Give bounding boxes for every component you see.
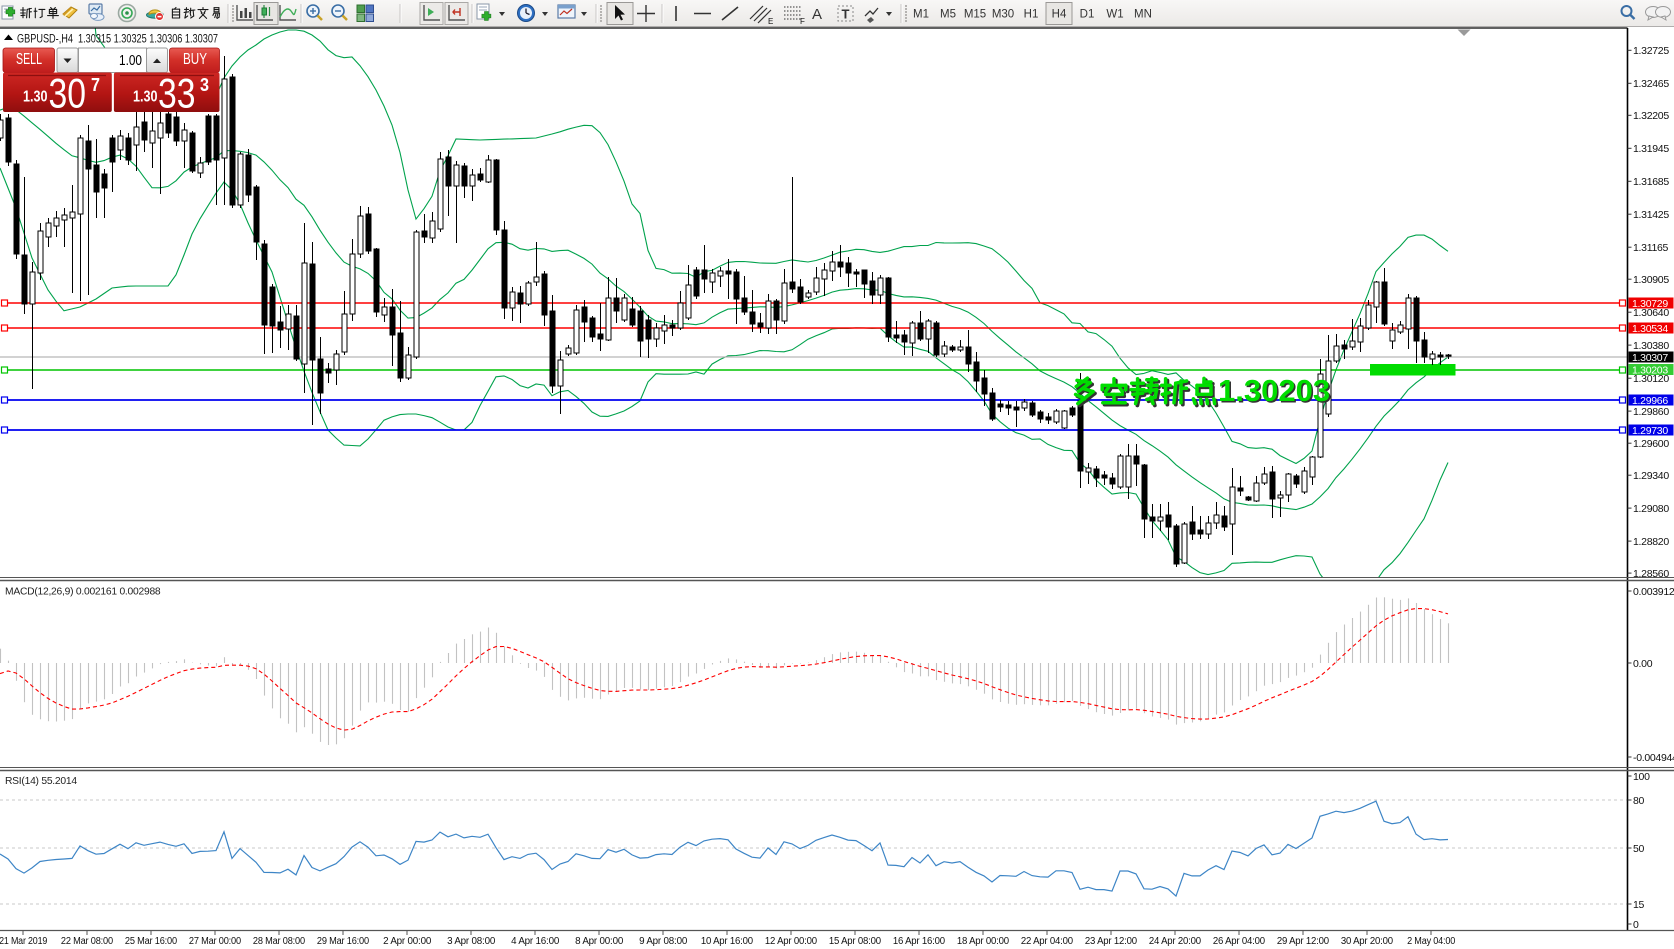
svg-text:1.30203: 1.30203 bbox=[1632, 364, 1668, 376]
svg-text:1.31945: 1.31945 bbox=[1633, 143, 1669, 155]
svg-text:50: 50 bbox=[1633, 843, 1645, 855]
svg-text:12 Apr 00:00: 12 Apr 00:00 bbox=[765, 936, 818, 947]
svg-text:30: 30 bbox=[49, 70, 87, 117]
svg-text:1.32465: 1.32465 bbox=[1633, 78, 1669, 90]
svg-text:M30: M30 bbox=[992, 9, 1014, 21]
svg-text:15: 15 bbox=[1633, 899, 1645, 911]
svg-text:16 Apr 16:00: 16 Apr 16:00 bbox=[893, 936, 946, 947]
svg-text:1.31425: 1.31425 bbox=[1633, 209, 1669, 221]
svg-text:1.31165: 1.31165 bbox=[1633, 242, 1669, 254]
svg-text:M15: M15 bbox=[964, 9, 986, 21]
svg-text:80: 80 bbox=[1633, 795, 1645, 807]
svg-text:3 Apr 08:00: 3 Apr 08:00 bbox=[447, 936, 496, 947]
svg-text:1.30: 1.30 bbox=[133, 89, 158, 106]
svg-text:3: 3 bbox=[200, 75, 209, 95]
svg-text:7: 7 bbox=[91, 75, 100, 95]
svg-text:MN: MN bbox=[1134, 9, 1152, 21]
svg-text:1.00: 1.00 bbox=[119, 53, 142, 69]
svg-text:MACD(12,26,9) 0.002161 0.00298: MACD(12,26,9) 0.002161 0.002988 bbox=[5, 587, 161, 598]
svg-text:15 Apr 08:00: 15 Apr 08:00 bbox=[829, 936, 882, 947]
svg-text:23 Apr 12:00: 23 Apr 12:00 bbox=[1085, 936, 1138, 947]
svg-text:1.28560: 1.28560 bbox=[1633, 568, 1669, 580]
svg-text:E: E bbox=[768, 17, 773, 26]
svg-text:26 Apr 04:00: 26 Apr 04:00 bbox=[1213, 936, 1266, 947]
svg-text:1.32725: 1.32725 bbox=[1633, 45, 1669, 57]
svg-text:22 Mar 08:00: 22 Mar 08:00 bbox=[61, 936, 114, 947]
svg-text:25 Mar 16:00: 25 Mar 16:00 bbox=[125, 936, 178, 947]
svg-text:SELL: SELL bbox=[16, 51, 42, 68]
svg-text:4 Apr 16:00: 4 Apr 16:00 bbox=[511, 936, 560, 947]
svg-text:RSI(14) 55.2014: RSI(14) 55.2014 bbox=[5, 776, 77, 787]
svg-text:1.29966: 1.29966 bbox=[1632, 395, 1668, 407]
svg-text:21 Mar 2019: 21 Mar 2019 bbox=[0, 936, 47, 947]
svg-text:0.00: 0.00 bbox=[1633, 658, 1653, 670]
svg-text:1.28820: 1.28820 bbox=[1633, 536, 1669, 548]
svg-text:T: T bbox=[842, 7, 850, 22]
svg-text:24 Apr 20:00: 24 Apr 20:00 bbox=[1149, 936, 1202, 947]
svg-text:100: 100 bbox=[1633, 771, 1650, 783]
svg-text:1.29080: 1.29080 bbox=[1633, 503, 1669, 515]
svg-text:29 Apr 12:00: 29 Apr 12:00 bbox=[1277, 936, 1330, 947]
svg-text:8 Apr 00:00: 8 Apr 00:00 bbox=[575, 936, 624, 947]
svg-text:28 Mar 08:00: 28 Mar 08:00 bbox=[253, 936, 306, 947]
svg-text:1.32205: 1.32205 bbox=[1633, 110, 1669, 122]
svg-text:0.003912: 0.003912 bbox=[1633, 586, 1674, 598]
svg-text:1.31685: 1.31685 bbox=[1633, 176, 1669, 188]
svg-text:-0.004944: -0.004944 bbox=[1633, 752, 1674, 764]
svg-text:1.30120: 1.30120 bbox=[1633, 373, 1669, 385]
svg-text:30 Apr 20:00: 30 Apr 20:00 bbox=[1341, 936, 1394, 947]
svg-text:1.29340: 1.29340 bbox=[1633, 470, 1669, 482]
svg-text:1.30729: 1.30729 bbox=[1632, 298, 1668, 310]
svg-text:1.30905: 1.30905 bbox=[1633, 274, 1669, 286]
svg-text:D1: D1 bbox=[1080, 9, 1095, 21]
svg-text:M5: M5 bbox=[940, 9, 956, 21]
svg-text:10 Apr 16:00: 10 Apr 16:00 bbox=[701, 936, 754, 947]
svg-text:2 Apr 00:00: 2 Apr 00:00 bbox=[383, 936, 432, 947]
svg-text:9 Apr 08:00: 9 Apr 08:00 bbox=[639, 936, 688, 947]
svg-text:F: F bbox=[800, 17, 805, 26]
svg-text:H4: H4 bbox=[1052, 9, 1067, 21]
svg-text:22 Apr 04:00: 22 Apr 04:00 bbox=[1021, 936, 1074, 947]
svg-text:1.30307: 1.30307 bbox=[1632, 352, 1668, 364]
svg-text:0: 0 bbox=[1633, 919, 1639, 931]
svg-text:1.29600: 1.29600 bbox=[1633, 438, 1669, 450]
svg-text:1.30640: 1.30640 bbox=[1633, 307, 1669, 319]
svg-text:GBPUSD-,H4 1.30315 1.30325 1.: GBPUSD-,H4 1.30315 1.30325 1.30306 1.303… bbox=[17, 34, 218, 46]
svg-text:1.30534: 1.30534 bbox=[1632, 323, 1668, 335]
svg-text:33: 33 bbox=[158, 70, 196, 117]
svg-text:W1: W1 bbox=[1106, 9, 1123, 21]
svg-text:18 Apr 00:00: 18 Apr 00:00 bbox=[957, 936, 1010, 947]
svg-text:1.30203: 1.30203 bbox=[1220, 375, 1332, 410]
svg-text:1.29730: 1.29730 bbox=[1632, 425, 1668, 437]
svg-text:1.30: 1.30 bbox=[23, 89, 48, 106]
svg-text:29 Mar 16:00: 29 Mar 16:00 bbox=[317, 936, 370, 947]
svg-text:M1: M1 bbox=[913, 9, 929, 21]
svg-text:H1: H1 bbox=[1024, 9, 1039, 21]
svg-text:1.30380: 1.30380 bbox=[1633, 340, 1669, 352]
svg-text:1.30203: 1.30203 bbox=[1218, 373, 1330, 408]
svg-text:A: A bbox=[812, 6, 822, 23]
svg-text:BUY: BUY bbox=[183, 51, 207, 68]
svg-text:2 May 04:00: 2 May 04:00 bbox=[1407, 936, 1456, 947]
svg-text:27 Mar 00:00: 27 Mar 00:00 bbox=[189, 936, 242, 947]
svg-text:1.29860: 1.29860 bbox=[1633, 406, 1669, 418]
